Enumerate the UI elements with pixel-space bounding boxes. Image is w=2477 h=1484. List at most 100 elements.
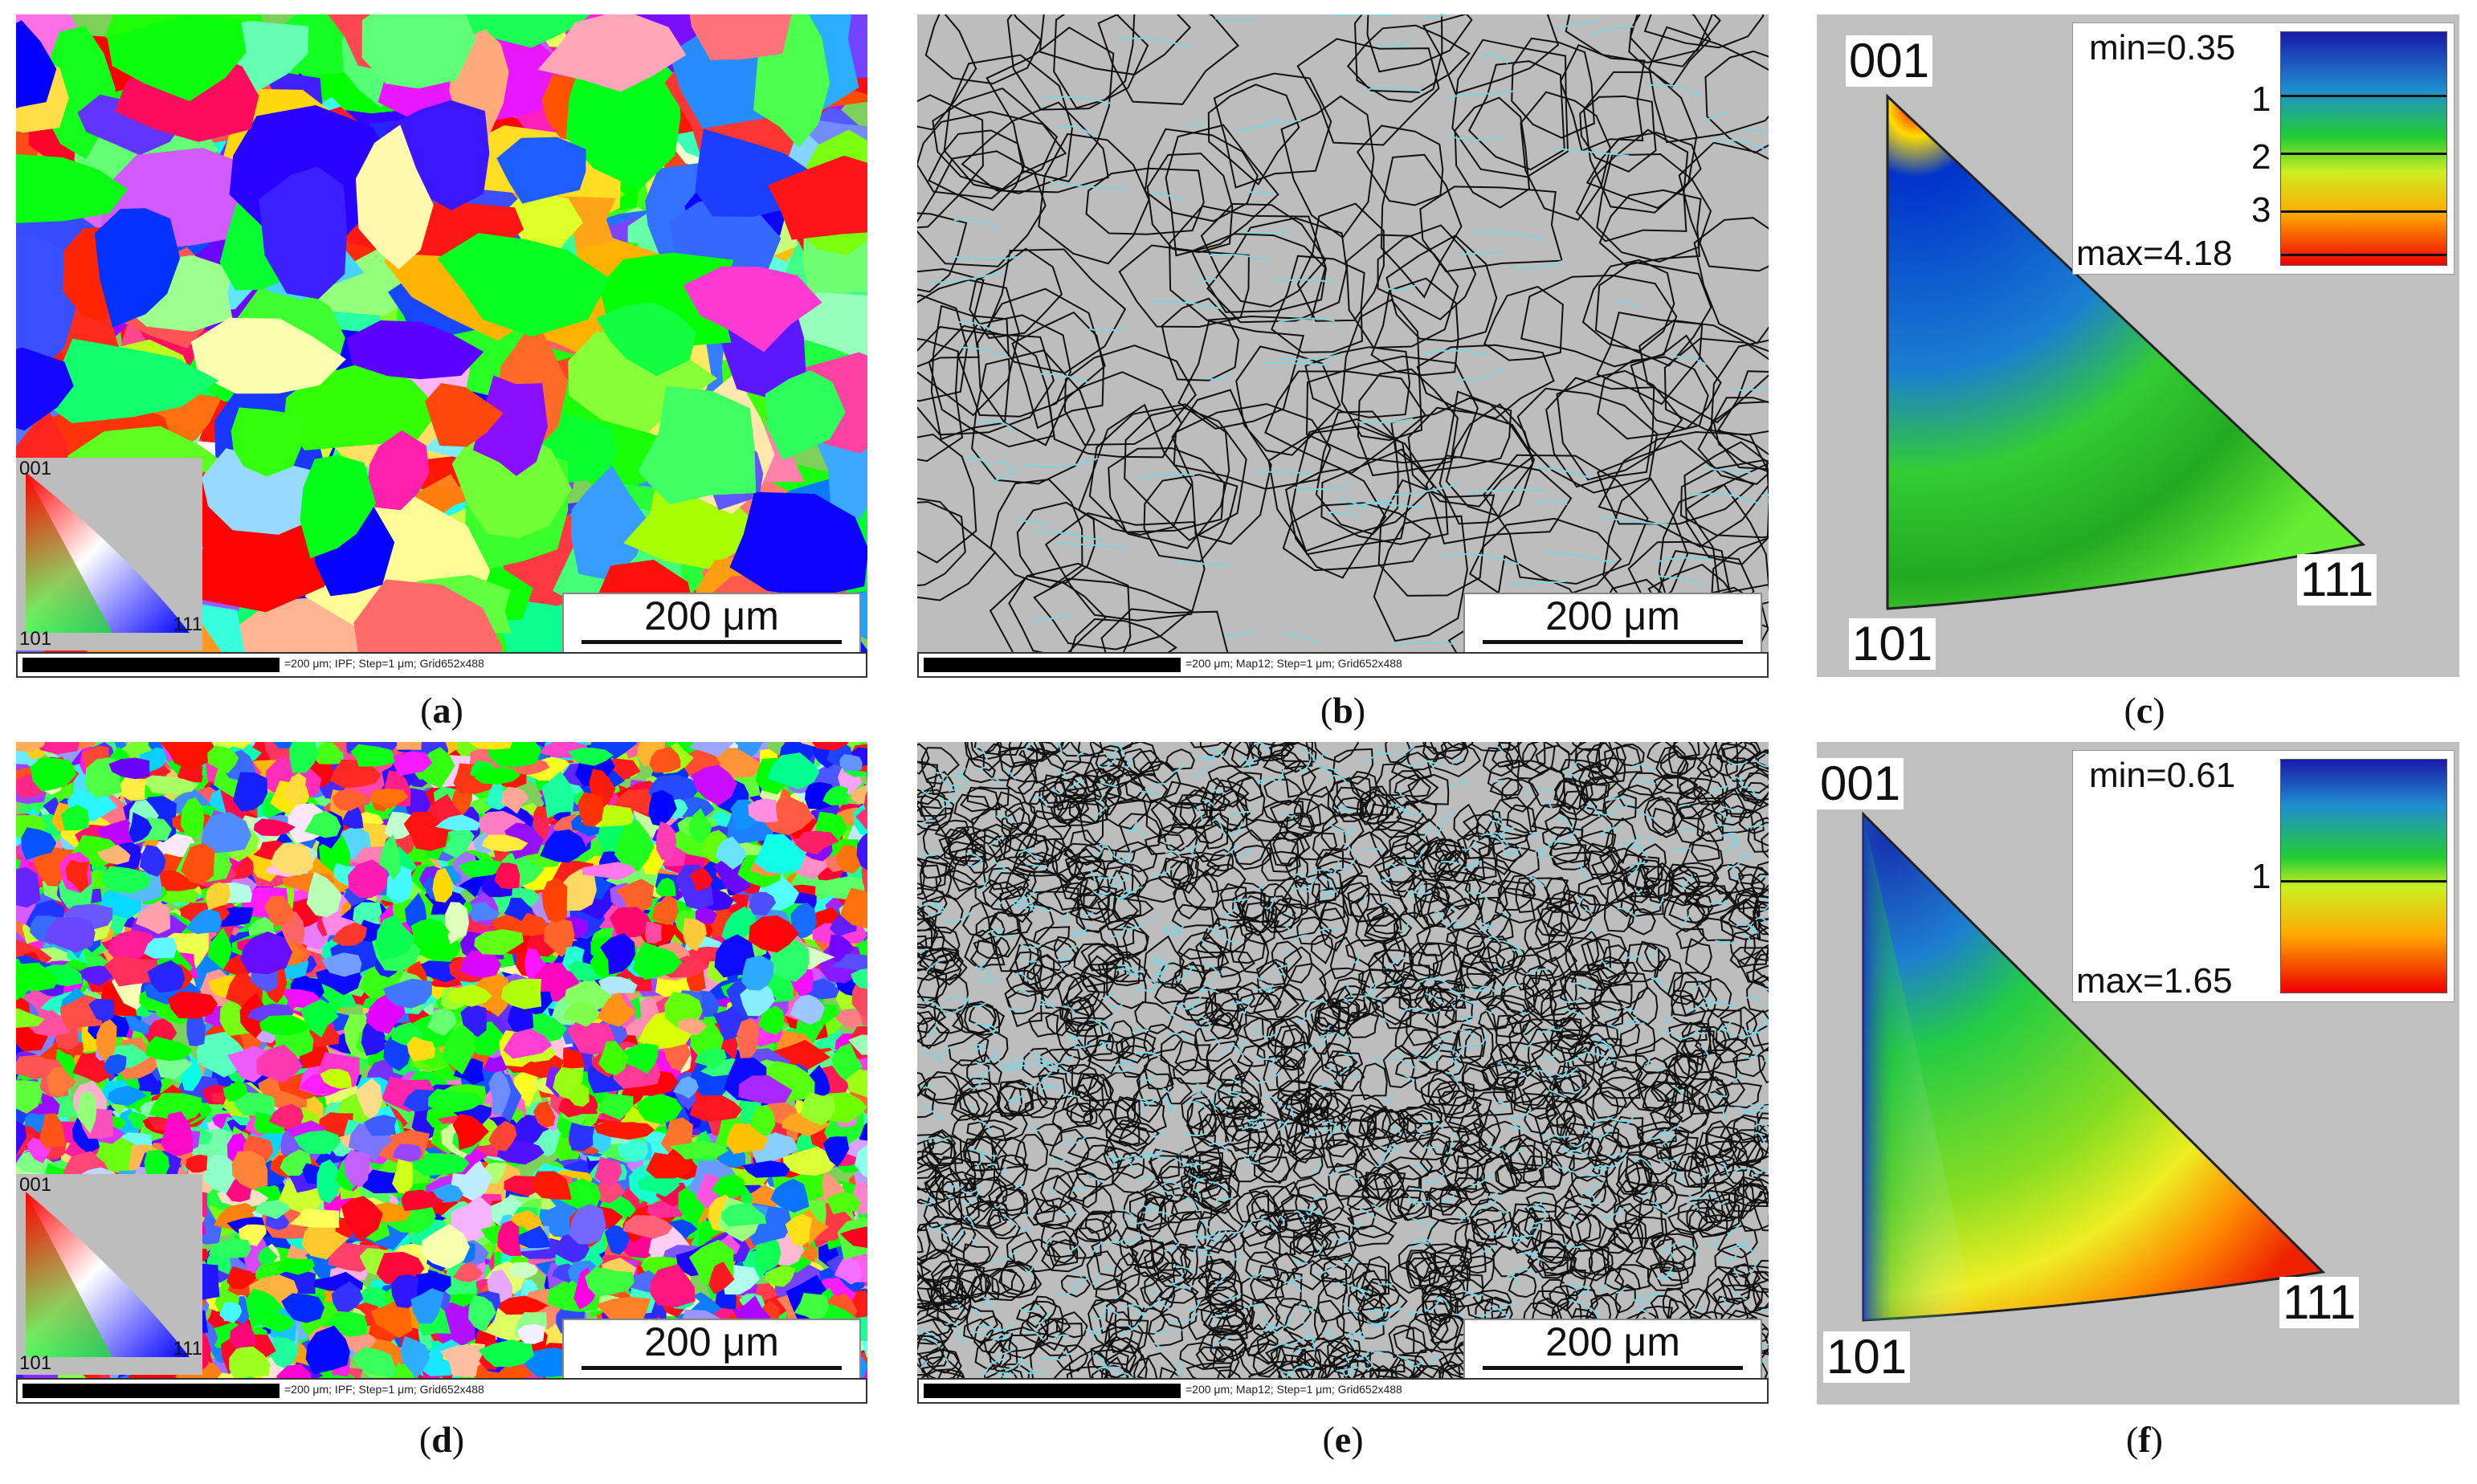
grain <box>1406 1008 1440 1046</box>
grain <box>1598 1066 1649 1109</box>
grain <box>1545 876 1571 908</box>
grain <box>1744 927 1769 962</box>
grain <box>16 1120 27 1155</box>
grain <box>656 821 677 861</box>
ipf-grain-map <box>16 742 867 1380</box>
grain <box>863 790 867 815</box>
grain <box>1662 1287 1696 1321</box>
grain <box>101 866 152 894</box>
grain <box>1745 1133 1769 1177</box>
grain <box>120 773 146 801</box>
grain <box>569 1122 595 1152</box>
grain <box>1394 1021 1434 1060</box>
grain <box>447 14 591 48</box>
grain <box>1341 874 1370 905</box>
grain <box>1749 1155 1769 1184</box>
grain <box>1214 1083 1254 1115</box>
grain <box>1648 26 1769 144</box>
grain <box>1226 772 1263 802</box>
grain <box>1685 937 1712 976</box>
grain <box>1198 1258 1237 1292</box>
grain <box>1240 1106 1281 1133</box>
grain <box>1214 985 1255 1013</box>
grain <box>305 1325 350 1375</box>
grain <box>937 1370 965 1380</box>
grain <box>959 786 1001 813</box>
grain <box>598 1041 628 1076</box>
grain <box>1118 244 1250 328</box>
grain <box>1320 448 1449 545</box>
low-angle-boundary <box>1223 626 1257 637</box>
grain <box>951 1003 997 1034</box>
grain <box>1044 512 1206 622</box>
grain <box>1447 1096 1492 1137</box>
grain <box>129 812 153 843</box>
grain <box>1550 842 1589 864</box>
ebsd-info-text: =200 μm; IPF; Step=1 μm; Grid652x488 <box>284 1383 484 1396</box>
grain <box>1118 813 1162 854</box>
grain <box>496 137 586 204</box>
grain <box>1067 1365 1108 1380</box>
grain <box>1388 1259 1422 1294</box>
grain <box>1366 14 1473 73</box>
grain <box>1112 1163 1160 1194</box>
grain <box>1644 942 1671 972</box>
grain <box>569 1084 590 1107</box>
grain <box>1422 14 1560 95</box>
grain <box>689 14 792 60</box>
grain <box>917 1331 945 1366</box>
grain <box>582 862 636 881</box>
ebsd-info-bar: =200 μm; IPF; Step=1 μm; Grid652x488 <box>16 652 867 678</box>
grain <box>1428 1265 1469 1296</box>
grain <box>144 1149 169 1180</box>
grain <box>97 844 131 865</box>
grain <box>964 1176 1003 1213</box>
grain <box>254 1111 287 1134</box>
grain <box>1492 830 1531 862</box>
low-angle-boundary <box>1707 467 1751 474</box>
grain <box>1053 14 1136 109</box>
grain <box>16 1008 45 1028</box>
grain <box>917 791 955 817</box>
grain <box>782 1146 837 1176</box>
grain <box>1235 345 1341 456</box>
grain <box>834 1258 862 1285</box>
grain <box>1646 742 1679 764</box>
grain <box>1716 1225 1758 1259</box>
grain <box>1380 153 1463 299</box>
grain <box>300 999 339 1038</box>
low-angle-boundary <box>1209 254 1271 262</box>
low-angle-boundary <box>1242 230 1290 234</box>
grain <box>1750 861 1769 899</box>
grain <box>1136 1352 1177 1380</box>
grain <box>1282 502 1432 572</box>
low-angle-boundary <box>1278 317 1335 323</box>
grain <box>623 1043 659 1074</box>
grain <box>1073 943 1120 978</box>
low-angle-boundary <box>980 420 1015 431</box>
grain <box>729 491 867 598</box>
grain <box>222 1080 248 1103</box>
grain <box>569 1204 606 1245</box>
grain <box>1397 1106 1443 1135</box>
grain <box>1745 964 1769 989</box>
grain <box>1103 1145 1135 1170</box>
grain <box>1167 1211 1202 1237</box>
grain <box>995 1186 1026 1221</box>
ebsd-info-text: =200 μm; Map12; Step=1 μm; Grid652x488 <box>1185 657 1402 670</box>
grain <box>1382 1044 1415 1089</box>
low-angle-boundary <box>1088 327 1124 332</box>
low-angle-boundary <box>1740 128 1769 133</box>
low-angle-boundary <box>1690 492 1762 506</box>
grain <box>917 1198 941 1231</box>
caption-d: (d) <box>418 1419 465 1460</box>
low-angle-boundary <box>957 320 994 332</box>
grain <box>353 579 503 653</box>
grain <box>1249 742 1292 763</box>
low-angle-boundary <box>1023 457 1099 468</box>
grain <box>1136 1307 1166 1335</box>
grain <box>971 349 1096 485</box>
grain <box>1357 1280 1408 1323</box>
grain <box>999 885 1038 917</box>
grain <box>1097 14 1239 105</box>
